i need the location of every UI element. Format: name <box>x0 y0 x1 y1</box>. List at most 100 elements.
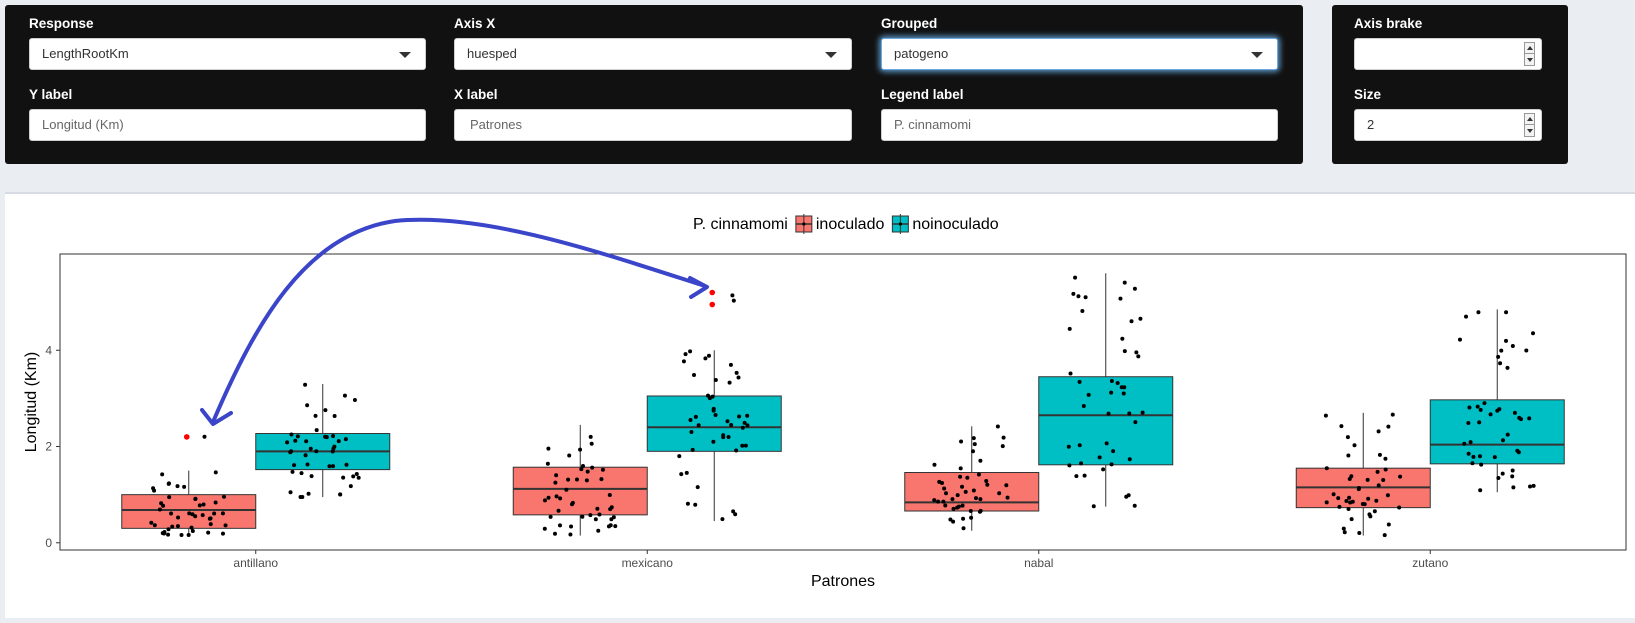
data-point <box>1077 379 1082 384</box>
data-point <box>223 523 228 528</box>
data-point <box>1324 500 1329 505</box>
axis-x-value: huesped <box>467 46 517 61</box>
controls-panel: Response LengthRootKm Axis X huesped Gro… <box>5 5 1303 164</box>
box <box>512 466 648 516</box>
data-point <box>727 380 732 385</box>
annotation-arrowhead-right <box>688 276 709 299</box>
axis-x-select[interactable]: huesped <box>454 38 852 70</box>
data-point <box>745 423 750 428</box>
data-point <box>569 524 574 529</box>
data-point <box>309 474 314 479</box>
response-select[interactable]: LengthRootKm <box>29 38 426 70</box>
annotation-curve <box>211 217 707 424</box>
data-point <box>170 524 175 529</box>
data-point <box>1464 314 1469 319</box>
data-point <box>597 512 602 517</box>
data-point <box>299 471 304 476</box>
data-point <box>190 528 195 533</box>
data-point <box>956 504 961 509</box>
data-point <box>1350 499 1355 504</box>
data-point <box>1382 533 1387 538</box>
data-point <box>1127 411 1132 416</box>
data-point <box>733 512 738 517</box>
y-label-input[interactable]: Longitud (Km) <box>29 109 426 141</box>
data-point <box>1324 466 1329 471</box>
box-inoculado-zutano <box>1295 412 1431 538</box>
data-point <box>1383 467 1388 472</box>
data-point <box>703 356 708 361</box>
grouped-select[interactable]: patogeno <box>881 38 1278 70</box>
data-point <box>546 446 551 451</box>
data-point <box>943 491 948 496</box>
legend-label-placeholder: P. cinnamomi <box>894 117 972 132</box>
data-point <box>607 492 612 497</box>
data-point <box>1138 316 1143 321</box>
data-point <box>693 414 698 419</box>
data-point <box>937 479 942 484</box>
plot-card: P. cinnamomi inoculado noinoculado 0 2 4 an… <box>5 192 1635 618</box>
data-point <box>1368 514 1373 519</box>
data-point <box>932 462 937 467</box>
data-point <box>695 485 700 490</box>
data-point <box>963 489 968 494</box>
y-tick-label: 4 <box>45 343 52 357</box>
size-input[interactable]: 2 <box>1354 109 1542 141</box>
legend-title: P. cinnamomi <box>693 216 788 233</box>
data-point <box>293 438 298 443</box>
data-point <box>1101 467 1106 472</box>
data-point <box>552 531 557 536</box>
data-point <box>1352 443 1357 448</box>
data-point <box>581 463 586 468</box>
data-point <box>1462 441 1467 446</box>
data-point <box>1080 309 1085 314</box>
data-point <box>1516 450 1521 455</box>
data-point <box>1498 361 1503 366</box>
data-point <box>943 503 948 508</box>
data-point <box>1466 420 1471 425</box>
data-point <box>324 435 329 440</box>
data-point <box>1081 404 1086 409</box>
data-point <box>584 478 589 483</box>
legend-label-input[interactable]: P. cinnamomi <box>881 109 1278 141</box>
data-point <box>344 462 349 467</box>
data-point <box>189 525 194 530</box>
chevron-down-icon <box>399 52 411 58</box>
data-point <box>1004 483 1009 488</box>
x-label-input[interactable]: Patrones <box>454 109 852 141</box>
number-spinner-icon[interactable] <box>1524 113 1535 137</box>
data-point <box>152 523 157 528</box>
data-point <box>1127 457 1132 462</box>
data-point <box>978 458 983 463</box>
data-point <box>1120 336 1125 341</box>
data-point <box>179 532 184 537</box>
data-point <box>1349 474 1354 479</box>
data-point <box>611 515 616 520</box>
data-point <box>570 502 575 507</box>
data-point <box>182 484 187 489</box>
data-point <box>1479 462 1484 467</box>
data-point <box>187 511 192 516</box>
axis-brake-input[interactable] <box>1354 38 1542 70</box>
data-point <box>1503 338 1508 343</box>
data-point <box>958 474 963 479</box>
axis-panel: Axis brake Size 2 <box>1332 5 1568 164</box>
data-point <box>742 420 747 425</box>
number-spinner-icon[interactable] <box>1524 42 1535 66</box>
data-point <box>542 526 547 531</box>
data-point <box>978 497 983 502</box>
axis-brake-label: Axis brake <box>1354 16 1423 31</box>
data-point <box>356 475 361 480</box>
data-point <box>731 509 736 514</box>
data-point <box>721 435 726 440</box>
data-point <box>1109 390 1114 395</box>
data-point <box>599 477 604 482</box>
data-point <box>613 524 618 529</box>
box-noinoculado-antillano <box>255 382 391 499</box>
data-point <box>193 514 198 519</box>
data-point <box>1132 286 1137 291</box>
data-point <box>740 425 745 430</box>
data-point <box>734 370 739 375</box>
data-point <box>348 484 353 489</box>
data-point <box>548 514 553 519</box>
data-point <box>1068 371 1073 376</box>
